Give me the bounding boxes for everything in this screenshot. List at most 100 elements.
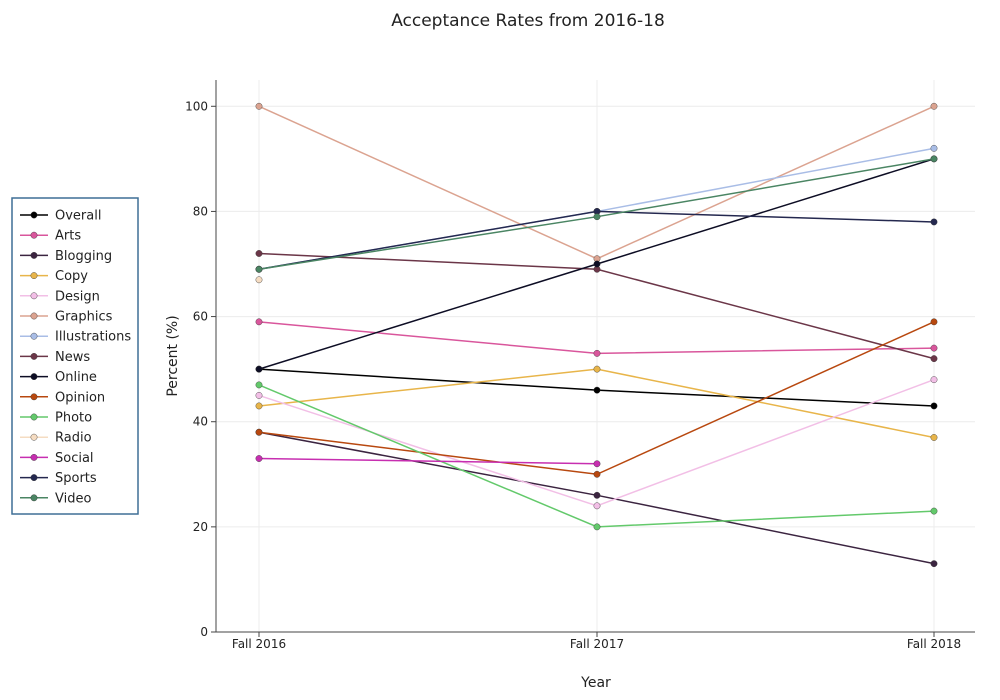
data-point [255, 392, 263, 399]
legend-item: Radio [20, 431, 92, 446]
legend: Overall Arts Blogging Copy Design Graphics Ill… [11, 197, 139, 515]
y-ticks: 0 20 40 60 80 100 [185, 99, 216, 639]
data-point [593, 502, 601, 510]
legend-items: Overall Arts Blogging Copy Design Graphics Ill… [20, 209, 131, 506]
legend-swatch-marker [30, 393, 38, 401]
legend-label: Arts [55, 229, 81, 244]
series-line [258, 457, 598, 465]
legend-item: Photo [20, 411, 92, 426]
legend-label: Sports [55, 471, 97, 486]
series-arts [255, 318, 938, 357]
legend-swatch-marker [30, 332, 38, 340]
series-opinion [255, 318, 938, 478]
axes [215, 80, 975, 633]
data-point [255, 402, 263, 410]
data-point [930, 218, 938, 226]
legend-swatch-marker [30, 474, 38, 481]
data-point [593, 260, 601, 268]
legend-item: Design [20, 289, 100, 304]
legend-swatch-marker [30, 433, 38, 441]
data-point [593, 213, 601, 221]
legend-item: News [20, 350, 90, 365]
data-point [255, 318, 263, 326]
y-tick-label: 40 [193, 415, 208, 429]
legend-label: Online [55, 370, 97, 385]
legend-swatch-marker [30, 272, 38, 279]
legend-swatch-marker [30, 231, 38, 239]
data-point [255, 250, 263, 257]
legend-item: Opinion [20, 390, 105, 405]
series-social [255, 455, 601, 468]
legend-item: Blogging [20, 249, 112, 264]
data-point [930, 102, 938, 110]
legend-swatch-marker [30, 292, 38, 300]
series-radio [255, 276, 263, 284]
data-point [255, 428, 263, 436]
y-tick-label: 20 [193, 520, 208, 534]
legend-label: Graphics [55, 310, 113, 325]
data-point [930, 507, 938, 515]
legend-label: News [55, 350, 90, 365]
grid [216, 80, 975, 632]
data-point [593, 460, 601, 468]
legend-label: Design [55, 289, 100, 304]
y-tick-label: 60 [193, 310, 208, 324]
legend-item: Online [20, 370, 97, 385]
x-ticks: Fall 2016 Fall 2017 Fall 2018 [232, 632, 961, 651]
legend-label: Copy [55, 269, 88, 284]
legend-label: Overall [55, 209, 101, 224]
data-point [593, 349, 601, 357]
legend-item: Video [20, 491, 91, 506]
data-point [930, 318, 938, 326]
series-photo [255, 381, 938, 531]
data-point [930, 560, 938, 568]
data-point [593, 523, 601, 531]
data-point [255, 365, 263, 373]
legend-swatch-marker [30, 211, 38, 219]
legend-item: Arts [20, 229, 81, 244]
data-point [593, 470, 601, 478]
data-point [255, 102, 263, 110]
data-point [930, 155, 938, 163]
legend-item: Copy [20, 269, 88, 284]
legend-label: Illustrations [55, 330, 131, 345]
legend-swatch-marker [30, 312, 38, 320]
series-layer [255, 102, 938, 568]
legend-swatch-marker [30, 373, 38, 380]
data-point [593, 491, 601, 499]
data-point [593, 386, 601, 394]
chart-title: Acceptance Rates from 2016-18 [391, 11, 665, 31]
data-point [255, 381, 263, 389]
y-tick-label: 0 [200, 625, 208, 639]
x-axis-label: Year [580, 675, 611, 691]
data-point [930, 355, 938, 363]
legend-item: Sports [20, 471, 97, 486]
legend-label: Blogging [55, 249, 112, 264]
data-point [930, 376, 938, 384]
x-tick-label: Fall 2016 [232, 637, 286, 651]
legend-label: Radio [55, 431, 92, 446]
legend-label: Video [55, 491, 91, 506]
x-tick-label: Fall 2018 [907, 637, 961, 651]
series-video [255, 155, 938, 273]
data-point [930, 144, 938, 152]
data-point [255, 455, 263, 462]
y-axis-label: Percent (%) [165, 315, 181, 396]
data-point [930, 402, 938, 410]
series-graphics [255, 102, 938, 263]
data-point [593, 365, 601, 373]
legend-swatch-marker [30, 494, 38, 502]
legend-item: Graphics [20, 310, 113, 325]
legend-item: Overall [20, 209, 101, 224]
series-copy [255, 365, 938, 441]
legend-item: Social [20, 451, 94, 466]
legend-label: Social [55, 451, 94, 466]
legend-item: Illustrations [20, 330, 131, 345]
x-tick-label: Fall 2017 [570, 637, 624, 651]
data-point [930, 344, 938, 352]
data-point [930, 434, 938, 441]
y-tick-label: 80 [193, 204, 208, 218]
legend-label: Opinion [55, 390, 105, 405]
legend-swatch-marker [30, 413, 38, 421]
series-news [255, 250, 938, 363]
